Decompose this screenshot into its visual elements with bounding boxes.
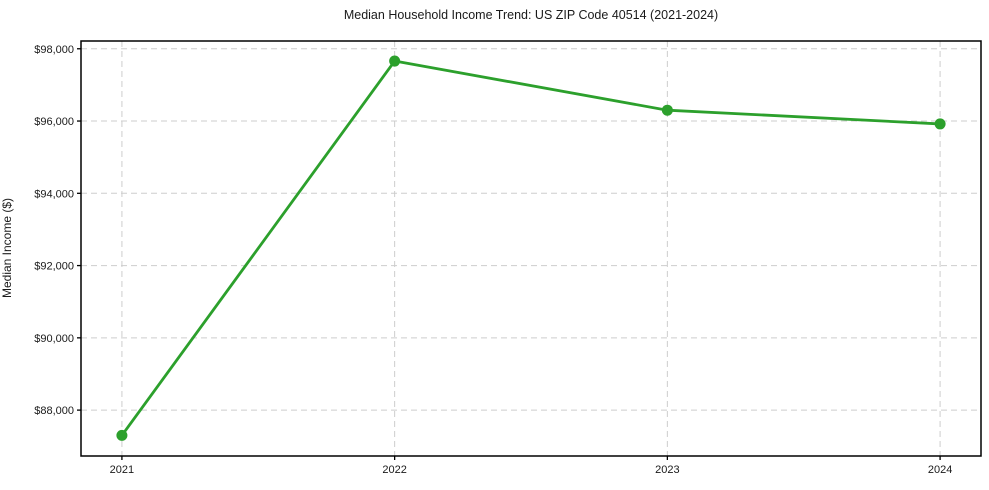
chart-title: Median Household Income Trend: US ZIP Co… [343,8,719,22]
y-tick-label: $98,000 [34,44,74,56]
x-tick-label: 2022 [382,464,406,476]
data-point [116,429,128,441]
series-line [120,59,942,437]
data-point [661,104,673,116]
x-tick-label: 2023 [655,464,679,476]
data-point [934,118,946,130]
y-tick-label: $88,000 [34,405,74,417]
y-tick-label: $90,000 [34,333,74,345]
plot-border [80,40,982,457]
x-tick-label: 2021 [110,464,134,476]
y-tick-label: $94,000 [34,188,74,200]
y-tick-label: $96,000 [34,116,74,128]
data-point [389,55,401,67]
x-tick-label: 2024 [928,464,952,476]
y-tick-label: $92,000 [34,261,74,273]
